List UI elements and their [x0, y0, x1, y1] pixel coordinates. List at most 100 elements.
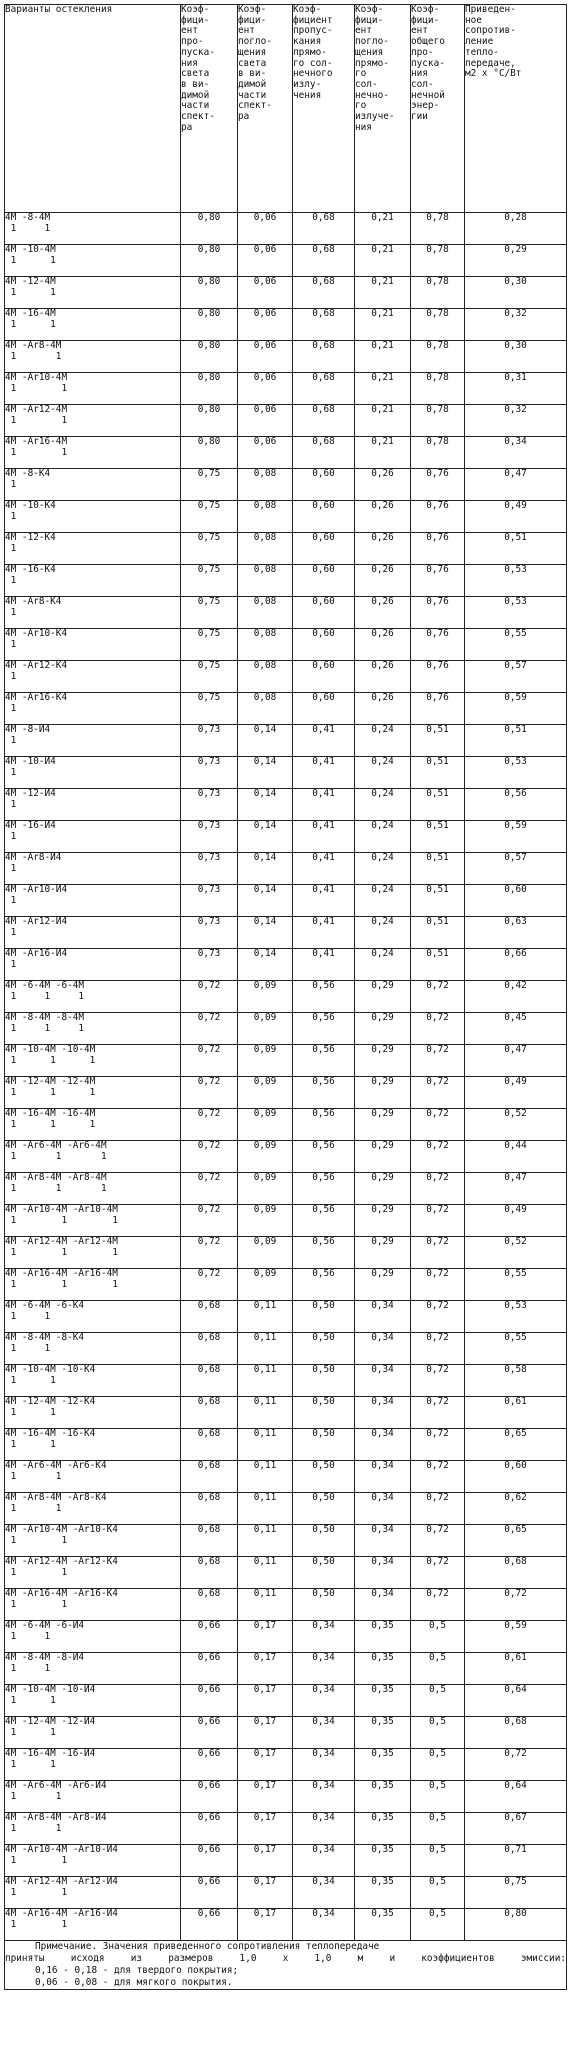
solar-transmission-cell: 0,56: [292, 1044, 355, 1077]
glazing-formula: 4М -Ar16-И4: [5, 948, 68, 959]
glazing-formula: 4М -Ar6-4М -Ar6-4М: [5, 1140, 107, 1151]
solar-absorption-cell: 0,21: [354, 340, 411, 373]
total-solar-energy-cell: 0,78: [410, 308, 465, 341]
glazing-variant-cell: 4М -Ar12-И4 1: [4, 916, 181, 949]
light-absorption-cell: 0,11: [237, 1332, 293, 1365]
thermal-resistance-cell: 0,29: [464, 244, 567, 277]
solar-absorption-cell: 0,35: [354, 1620, 411, 1653]
total-solar-energy-cell: 0,72: [410, 1044, 465, 1077]
light-transmission-cell: 0,72: [180, 1044, 238, 1077]
solar-absorption-cell: 0,26: [354, 500, 411, 533]
glazing-formula: 4М -10-И4: [5, 756, 56, 767]
glazing-formula: 4М -12-К4: [5, 532, 56, 543]
glazing-variant-cell: 4М -Ar8-И4 1: [4, 852, 181, 885]
light-absorption-cell: 0,17: [237, 1812, 293, 1845]
solar-absorption-cell: 0,24: [354, 724, 411, 757]
solar-absorption-cell: 0,24: [354, 916, 411, 949]
glazing-variant-cell: 4М -Ar12-4М -Ar12-К4 1 1: [4, 1556, 181, 1589]
table-row: 4М -8-4М -8-И4 1 1 0,66 0,17 0,34 0,35 0,5 0,6…: [4, 1652, 567, 1685]
glazing-formula: 4М -Ar8-4М -Ar8-4М: [5, 1172, 107, 1183]
solar-transmission-cell: 0,56: [292, 1236, 355, 1269]
table-row: 4М -Ar8-4М -Ar8-К4 1 1 0,68 0,11 0,50 0,34 0,…: [4, 1492, 567, 1525]
solar-transmission-cell: 0,50: [292, 1492, 355, 1525]
note-line-4: 0,06 - 0,08 - для мягкого покрытия.: [35, 1977, 233, 1988]
table-row: 4М -Ar6-4М -Ar6-К4 1 1 0,68 0,11 0,50 0,34 0,…: [4, 1460, 567, 1493]
table-row: 4М -Ar16-4М -Ar16-И4 1 1 0,66 0,17 0,34 0,35…: [4, 1908, 567, 1941]
glazing-formula: 4М -Ar8-4М: [5, 340, 62, 351]
light-absorption-cell: 0,06: [237, 212, 293, 245]
thermal-resistance-cell: 0,57: [464, 852, 567, 885]
glazing-formula-subscripts: 1: [5, 830, 17, 842]
glazing-formula: 4М -Ar8-И4: [5, 852, 62, 863]
glazing-variant-cell: 4М -Ar8-К4 1: [4, 596, 181, 629]
total-solar-energy-cell: 0,72: [410, 1428, 465, 1461]
total-solar-energy-cell: 0,76: [410, 628, 465, 661]
thermal-resistance-cell: 0,67: [464, 1812, 567, 1845]
light-absorption-cell: 0,08: [237, 468, 293, 501]
light-transmission-cell: 0,72: [180, 1140, 238, 1173]
solar-transmission-cell: 0,56: [292, 1012, 355, 1045]
glazing-formula: 4М -Ar10-К4: [5, 628, 68, 639]
total-solar-energy-cell: 0,72: [410, 980, 465, 1013]
light-absorption-cell: 0,09: [237, 980, 293, 1013]
header-solar-transmission: Коэф- фициент пропус- кания прямо- го со…: [292, 4, 355, 213]
glazing-variant-cell: 4М -12-К4 1: [4, 532, 181, 565]
thermal-resistance-cell: 0,72: [464, 1748, 567, 1781]
table-row: 4М -16-4М -16-4М 1 1 1 0,72 0,09 0,56 0,29 0,…: [4, 1108, 567, 1141]
light-absorption-cell: 0,14: [237, 916, 293, 949]
light-transmission-cell: 0,72: [180, 1076, 238, 1109]
glazing-variant-cell: 4М -8-И4 1: [4, 724, 181, 757]
light-absorption-cell: 0,06: [237, 404, 293, 437]
thermal-resistance-cell: 0,55: [464, 628, 567, 661]
solar-absorption-cell: 0,24: [354, 820, 411, 853]
glazing-formula: 4М -Ar10-4М: [5, 372, 68, 383]
thermal-resistance-cell: 0,55: [464, 1332, 567, 1365]
solar-transmission-cell: 0,68: [292, 308, 355, 341]
glazing-formula-subscripts: 1 1: [5, 382, 68, 394]
glazing-variant-cell: 4М -12-4М -12-И4 1 1: [4, 1716, 181, 1749]
glazing-formula: 4М -10-4М -10-И4: [5, 1684, 96, 1695]
glazing-variant-cell: 4М -8-4М 1 1: [4, 212, 181, 245]
glazing-formula: 4М -Ar10-И4: [5, 884, 68, 895]
light-transmission-cell: 0,66: [180, 1780, 238, 1813]
thermal-resistance-cell: 0,80: [464, 1908, 567, 1941]
table-row: 4М -Ar12-4М 1 1 0,80 0,06 0,68 0,21 0,78 0,32: [4, 404, 567, 437]
total-solar-energy-cell: 0,72: [410, 1172, 465, 1205]
glazing-formula: 4М -6-4М -6-4М: [5, 980, 85, 991]
light-absorption-cell: 0,14: [237, 884, 293, 917]
solar-transmission-cell: 0,60: [292, 692, 355, 725]
light-absorption-cell: 0,08: [237, 564, 293, 597]
glazing-variant-cell: 4М -10-К4 1: [4, 500, 181, 533]
table-row: 4М -8-4М -8-К4 1 1 0,68 0,11 0,50 0,34 0,72 0,…: [4, 1332, 567, 1365]
solar-absorption-cell: 0,29: [354, 980, 411, 1013]
total-solar-energy-cell: 0,72: [410, 1556, 465, 1589]
total-solar-energy-cell: 0,51: [410, 884, 465, 917]
header-light-transmission: Коэф- фици- ент про- пуска- ния света в …: [180, 4, 238, 213]
light-transmission-cell: 0,80: [180, 308, 238, 341]
total-solar-energy-cell: 0,5: [410, 1908, 465, 1941]
solar-transmission-cell: 0,41: [292, 788, 355, 821]
glazing-formula-subscripts: 1 1: [5, 1342, 51, 1354]
light-absorption-cell: 0,06: [237, 276, 293, 309]
solar-absorption-cell: 0,29: [354, 1108, 411, 1141]
glazing-variant-cell: 4М -Ar12-4М -Ar12-И4 1 1: [4, 1876, 181, 1909]
light-transmission-cell: 0,80: [180, 244, 238, 277]
glazing-variant-cell: 4М -Ar16-К4 1: [4, 692, 181, 725]
header-solar-absorption: Коэф- фици- ент погло- щения прямо- го с…: [354, 4, 411, 213]
table-row: 4М -Ar10-К4 1 0,75 0,08 0,60 0,26 0,76 0,55: [4, 628, 567, 661]
total-solar-energy-cell: 0,72: [410, 1524, 465, 1557]
note-line-2: приняты исходя из размеров 1,0 х 1,0 м и…: [5, 1953, 566, 1964]
header-light-absorption: Коэф- фици- ент погло- щения света в ви-…: [237, 4, 293, 213]
solar-absorption-cell: 0,26: [354, 628, 411, 661]
glazing-formula-subscripts: 1: [5, 926, 17, 938]
light-absorption-cell: 0,11: [237, 1396, 293, 1429]
glazing-formula: 4М -16-4М: [5, 308, 56, 319]
solar-transmission-cell: 0,60: [292, 532, 355, 565]
light-transmission-cell: 0,72: [180, 1172, 238, 1205]
thermal-resistance-cell: 0,60: [464, 884, 567, 917]
glazing-formula-subscripts: 1 1: [5, 1886, 68, 1898]
glazing-variant-cell: 4М -Ar10-4М -Ar10-К4 1 1: [4, 1524, 181, 1557]
solar-transmission-cell: 0,68: [292, 276, 355, 309]
light-transmission-cell: 0,68: [180, 1492, 238, 1525]
glazing-formula: 4М -Ar12-К4: [5, 660, 68, 671]
